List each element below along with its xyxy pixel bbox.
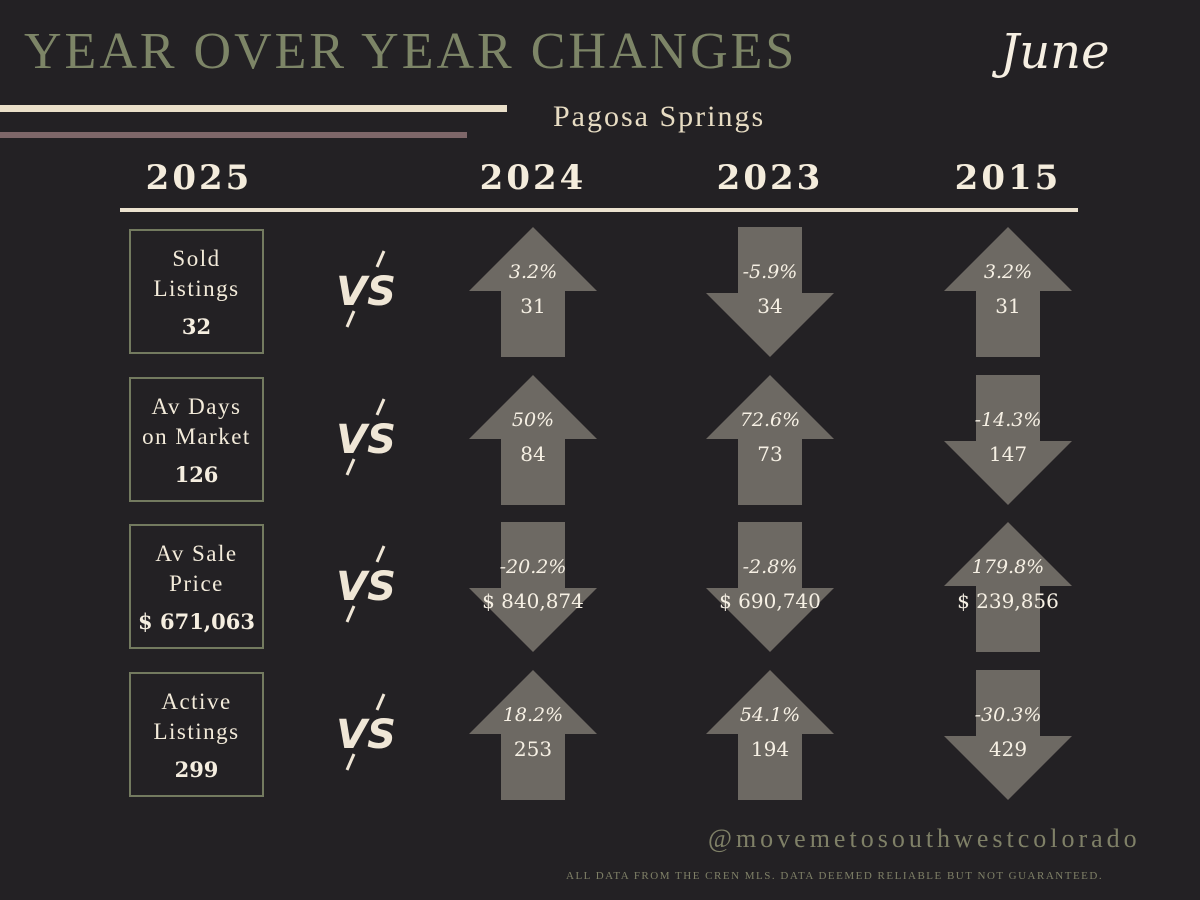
percent-change: 3.2% — [508, 261, 558, 283]
metric-value: 299 — [174, 757, 219, 782]
page-title: YEAR OVER YEAR CHANGES — [24, 23, 798, 80]
vs-label: VS — [336, 269, 396, 315]
percent-change: 72.6% — [739, 409, 801, 431]
header-divider — [120, 208, 1078, 212]
year-header-2024: 2024 — [479, 158, 587, 198]
vs-label: VS — [336, 712, 396, 758]
arrow-down-icon — [944, 670, 1072, 800]
arrow-down-icon — [706, 522, 834, 652]
vs-icon: VS — [336, 250, 396, 328]
vs-icon: VS — [336, 545, 396, 623]
comparison-cell: -2.8% $ 690,740 — [680, 555, 860, 614]
percent-change: 3.2% — [983, 261, 1033, 283]
accent-bar — [0, 105, 507, 112]
metric-value: $ 671,063 — [138, 609, 255, 634]
arrow-down-icon — [706, 227, 834, 357]
percent-change: 18.2% — [502, 704, 564, 726]
arrow-up-icon — [944, 522, 1072, 652]
year-header-2023: 2023 — [716, 158, 824, 198]
comparison-cell: 18.2% 253 — [443, 703, 623, 762]
arrow-up-icon — [944, 227, 1072, 357]
comparison-cell: 179.8% $ 239,856 — [918, 555, 1098, 614]
metric-value: 32 — [181, 314, 212, 339]
percent-change: -5.9% — [742, 261, 798, 283]
comparison-value: 31 — [995, 294, 1021, 318]
metric-value: 126 — [174, 462, 219, 487]
comparison-cell: 54.1% 194 — [680, 703, 860, 762]
comparison-value: $ 239,856 — [957, 589, 1059, 613]
metric-box: Sold Listings 32 — [129, 229, 264, 354]
arrow-up-icon — [469, 375, 597, 505]
metric-box: Av Sale Price $ 671,063 — [129, 524, 264, 649]
comparison-value: 147 — [988, 442, 1028, 466]
metric-label: Active Listings — [153, 689, 240, 744]
vs-icon: VS — [336, 398, 396, 476]
location-label: Pagosa Springs — [553, 100, 766, 133]
comparison-cell: 3.2% 31 — [918, 260, 1098, 319]
comparison-value: 194 — [750, 737, 790, 761]
arrow-up-icon — [469, 670, 597, 800]
arrow-down-icon — [469, 522, 597, 652]
comparison-value: $ 690,740 — [719, 589, 821, 613]
vs-icon: VS — [336, 693, 396, 771]
comparison-value: 429 — [988, 737, 1028, 761]
year-header-2015: 2015 — [954, 158, 1062, 198]
arrow-up-icon — [706, 375, 834, 505]
social-handle: @movemetosouthwestcolorado — [708, 824, 1141, 853]
percent-change: 179.8% — [971, 556, 1045, 578]
comparison-cell: -14.3% 147 — [918, 408, 1098, 467]
metric-box: Active Listings 299 — [129, 672, 264, 797]
percent-change: 50% — [511, 409, 555, 431]
comparison-cell: -5.9% 34 — [680, 260, 860, 319]
year-header-current: 2025 — [145, 158, 253, 198]
comparison-value: 84 — [520, 442, 546, 466]
percent-change: 54.1% — [739, 704, 801, 726]
metric-label: Av Days on Market — [142, 394, 251, 449]
comparison-cell: 3.2% 31 — [443, 260, 623, 319]
vs-label: VS — [336, 417, 396, 463]
metric-label: Av Sale Price — [155, 541, 238, 596]
comparison-value: 73 — [757, 442, 783, 466]
arrow-down-icon — [944, 375, 1072, 505]
percent-change: -2.8% — [742, 556, 798, 578]
vs-label: VS — [336, 564, 396, 610]
percent-change: -30.3% — [974, 704, 1042, 726]
comparison-value: $ 840,874 — [482, 589, 584, 613]
comparison-cell: -20.2% $ 840,874 — [443, 555, 623, 614]
comparison-cell: 72.6% 73 — [680, 408, 860, 467]
comparison-value: 34 — [757, 294, 783, 318]
arrow-up-icon — [706, 670, 834, 800]
month-label: June — [1000, 24, 1110, 80]
comparison-value: 253 — [513, 737, 553, 761]
percent-change: -20.2% — [499, 556, 567, 578]
data-disclaimer: ALL DATA FROM THE CREN MLS. DATA DEEMED … — [566, 870, 1104, 882]
arrow-up-icon — [469, 227, 597, 357]
comparison-value: 31 — [520, 294, 546, 318]
percent-change: -14.3% — [974, 409, 1042, 431]
metric-label: Sold Listings — [153, 246, 240, 301]
secondary-bar — [0, 132, 467, 138]
metric-box: Av Days on Market 126 — [129, 377, 264, 502]
comparison-cell: -30.3% 429 — [918, 703, 1098, 762]
comparison-cell: 50% 84 — [443, 408, 623, 467]
